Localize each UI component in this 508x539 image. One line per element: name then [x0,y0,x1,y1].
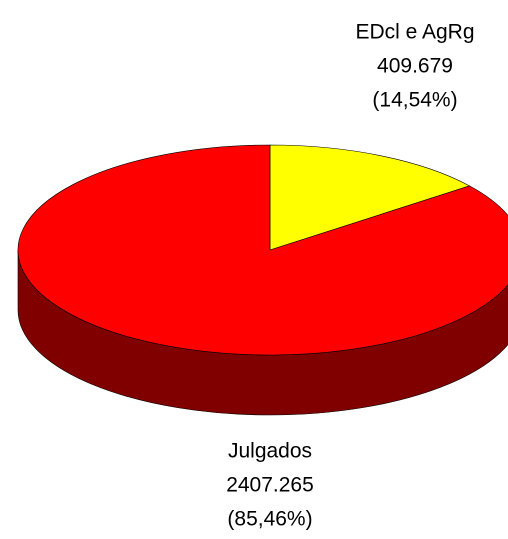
slice-value-label: 2407.265 [226,474,314,497]
slice-label: EDcl e AgRg [355,21,474,44]
slice-percent-label: (14,54%) [372,89,457,112]
slice-percent-label: (85,46%) [227,508,312,531]
pie-slice [269,144,471,251]
pie-slice [17,144,508,356]
slice-value-label: 409.679 [377,55,453,78]
slice-label: Julgados [228,440,312,463]
